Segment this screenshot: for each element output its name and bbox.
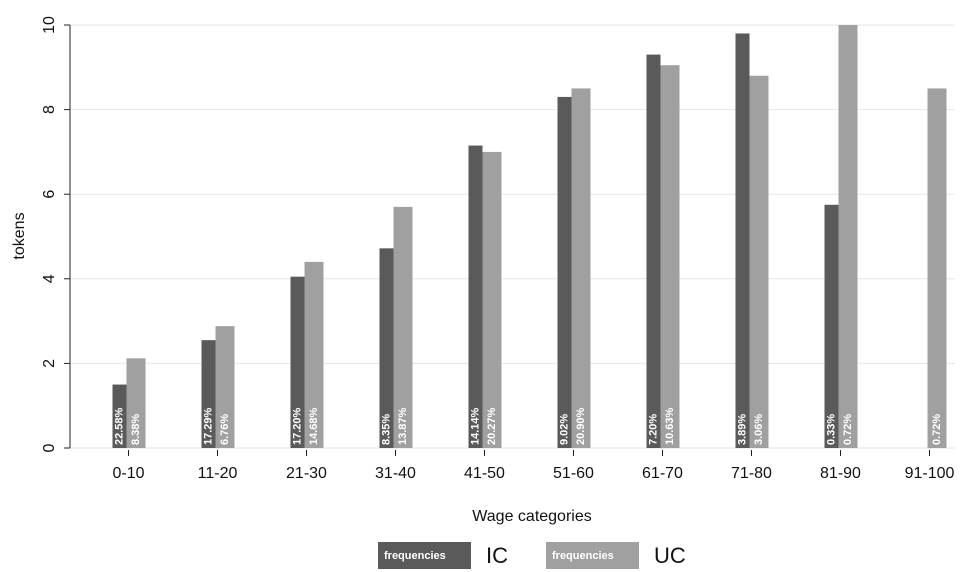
legend-label: UC [654,543,686,568]
bar [571,88,591,448]
bar [735,33,750,449]
x-tick-label: 51-60 [553,465,594,482]
bar [482,151,502,448]
x-tick-label: 91-100 [905,465,955,482]
bar [201,340,216,448]
value-label: 0.72% [931,414,943,445]
bar [393,206,413,448]
value-label: 13.87% [397,407,409,445]
x-tick-label: 0-10 [112,465,144,482]
value-label: 7.20% [647,414,659,445]
bar [112,384,127,448]
bar [468,145,483,448]
legend-swatch [378,542,471,569]
x-tick-label: 61-70 [642,465,683,482]
value-label: 3.06% [753,414,765,445]
x-tick-label: 41-50 [464,465,505,482]
x-tick-label: 81-90 [820,465,861,482]
value-label: 8.38% [130,414,142,445]
y-tick-label: 4 [41,274,58,283]
x-tick-label: 11-20 [198,465,238,482]
legend-key-label: frequencies [552,550,614,562]
bar [660,65,680,448]
value-label: 3.89% [736,414,748,445]
x-tick-label: 21-30 [286,465,327,482]
bar [824,204,839,448]
y-tick-label: 0 [41,443,58,452]
value-label: 20.27% [486,407,498,445]
legend-swatch [546,542,639,569]
value-label: 6.76% [219,414,231,445]
bar [927,88,947,448]
value-label: 20.90% [575,407,587,445]
x-axis-title: Wage categories [472,508,591,525]
y-tick-label: 8 [41,105,58,114]
bar [304,261,324,448]
value-label: 17.20% [291,407,303,445]
bar [379,248,394,448]
x-tick-label: 71-80 [731,465,772,482]
bar [557,96,572,448]
legend-key-label: frequencies [384,550,446,562]
y-tick-label: 10 [41,16,58,34]
y-tick-label: 6 [41,190,58,199]
value-label: 0.72% [842,414,854,445]
value-label: 14.68% [308,407,320,445]
bar [215,326,235,448]
value-label: 17.29% [202,407,214,445]
x-tick-label: 31-40 [375,465,416,482]
legend-label: IC [486,543,508,568]
bar [838,25,858,448]
bar [749,75,769,448]
value-label: 22.58% [113,407,125,445]
value-label: 14.14% [469,407,481,445]
value-label: 0.33% [825,414,837,445]
value-label: 9.02% [558,414,570,445]
y-axis-title: tokens [11,212,28,259]
y-tick-label: 2 [41,359,58,368]
value-label: 8.35% [380,414,392,445]
bar [126,358,146,448]
value-label: 10.63% [664,407,676,445]
bar [646,54,661,449]
bar [290,276,305,448]
